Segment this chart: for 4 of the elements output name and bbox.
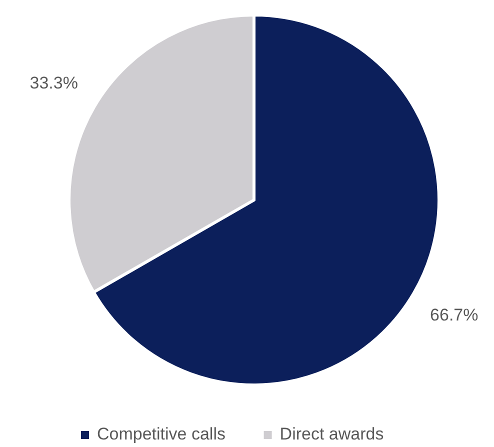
legend-label: Direct awards xyxy=(280,424,384,444)
legend-label: Competitive calls xyxy=(97,424,226,444)
data-label: 66.7% xyxy=(430,305,478,324)
data-label: 33.3% xyxy=(30,74,78,93)
